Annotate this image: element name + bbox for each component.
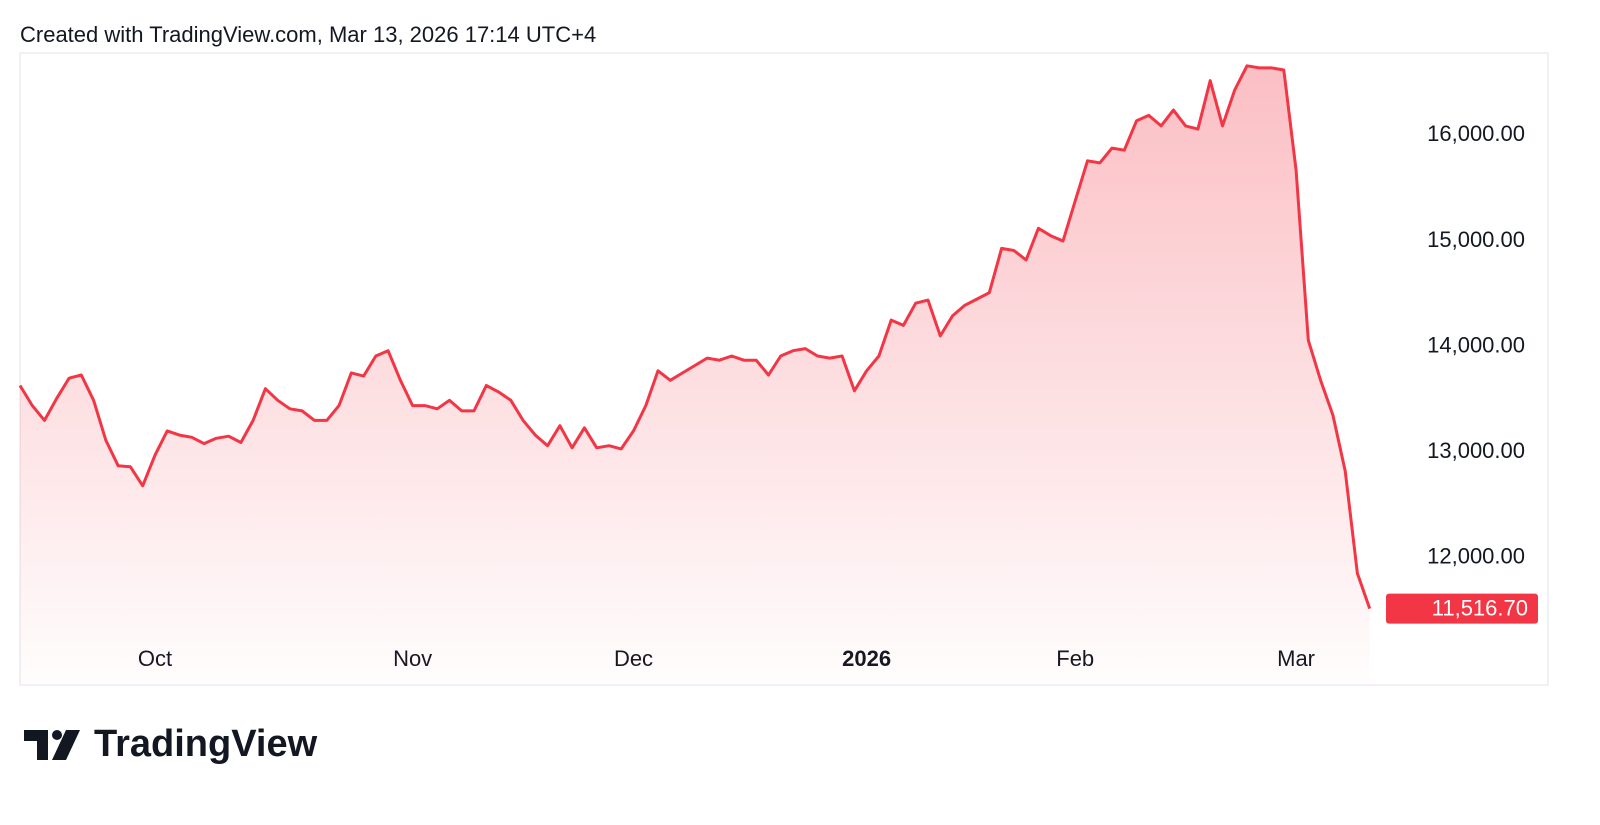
y-tick-label: 14,000.00	[1427, 332, 1525, 357]
price-line	[18, 64, 1372, 610]
logo-mark	[24, 730, 48, 760]
y-tick-label: 12,000.00	[1427, 543, 1525, 568]
logo	[24, 730, 80, 760]
area	[20, 65, 1370, 686]
logo-mark	[52, 730, 80, 760]
y-tick-label: 13,000.00	[1427, 438, 1525, 463]
brand: TradingView	[94, 723, 318, 765]
last-price-label: 11,516.70	[1432, 595, 1528, 620]
last-price-tag	[1386, 593, 1538, 624]
y-tick-label: 15,000.00	[1427, 227, 1525, 252]
logo-mark	[52, 730, 62, 740]
y-tick-label: 16,000.00	[1427, 121, 1525, 146]
chart-title: Created with TradingView.com, Mar 13, 20…	[20, 22, 596, 47]
